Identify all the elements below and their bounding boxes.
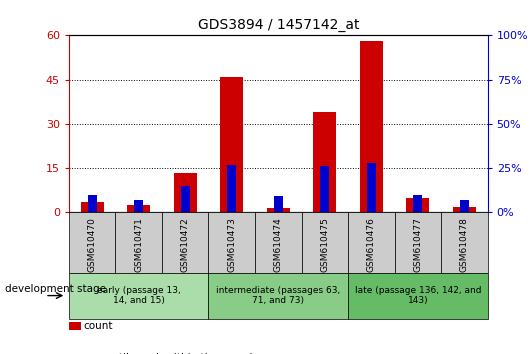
- Bar: [320, 166, 330, 212]
- Bar: [406, 198, 429, 212]
- Bar: [87, 195, 97, 212]
- Bar: [174, 172, 197, 212]
- Bar: [181, 186, 190, 212]
- Text: GSM610476: GSM610476: [367, 217, 376, 272]
- Bar: [441, 212, 488, 273]
- Bar: [208, 273, 348, 319]
- Text: GSM610471: GSM610471: [134, 217, 143, 272]
- Bar: [127, 205, 151, 212]
- Text: GSM610474: GSM610474: [274, 217, 282, 272]
- Text: GSM610470: GSM610470: [87, 217, 96, 272]
- Bar: [302, 212, 348, 273]
- Text: count: count: [83, 321, 113, 331]
- Bar: [220, 77, 243, 212]
- Text: GSM610478: GSM610478: [460, 217, 469, 272]
- Bar: [116, 212, 162, 273]
- Bar: [162, 212, 208, 273]
- Text: development stage: development stage: [5, 284, 107, 293]
- Bar: [134, 200, 143, 212]
- Bar: [313, 112, 337, 212]
- Text: GSM610472: GSM610472: [181, 217, 190, 272]
- Bar: [460, 200, 469, 212]
- Title: GDS3894 / 1457142_at: GDS3894 / 1457142_at: [198, 18, 359, 32]
- Bar: [367, 163, 376, 212]
- Text: GSM610477: GSM610477: [413, 217, 422, 272]
- Bar: [360, 41, 383, 212]
- Bar: [348, 273, 488, 319]
- Bar: [394, 212, 441, 273]
- Text: GSM610475: GSM610475: [320, 217, 329, 272]
- Text: intermediate (passages 63,
71, and 73): intermediate (passages 63, 71, and 73): [216, 286, 340, 305]
- Bar: [69, 212, 116, 273]
- Bar: [81, 202, 104, 212]
- Bar: [273, 196, 283, 212]
- Bar: [227, 165, 236, 212]
- Text: percentile rank within the sample: percentile rank within the sample: [83, 353, 259, 354]
- Bar: [69, 273, 208, 319]
- Text: early (passage 13,
14, and 15): early (passage 13, 14, and 15): [97, 286, 181, 305]
- Bar: [348, 212, 394, 273]
- Bar: [413, 195, 422, 212]
- Bar: [255, 212, 302, 273]
- Text: late (passage 136, 142, and
143): late (passage 136, 142, and 143): [355, 286, 481, 305]
- Text: GSM610473: GSM610473: [227, 217, 236, 272]
- Bar: [208, 212, 255, 273]
- Bar: [453, 206, 476, 212]
- Bar: [267, 208, 290, 212]
